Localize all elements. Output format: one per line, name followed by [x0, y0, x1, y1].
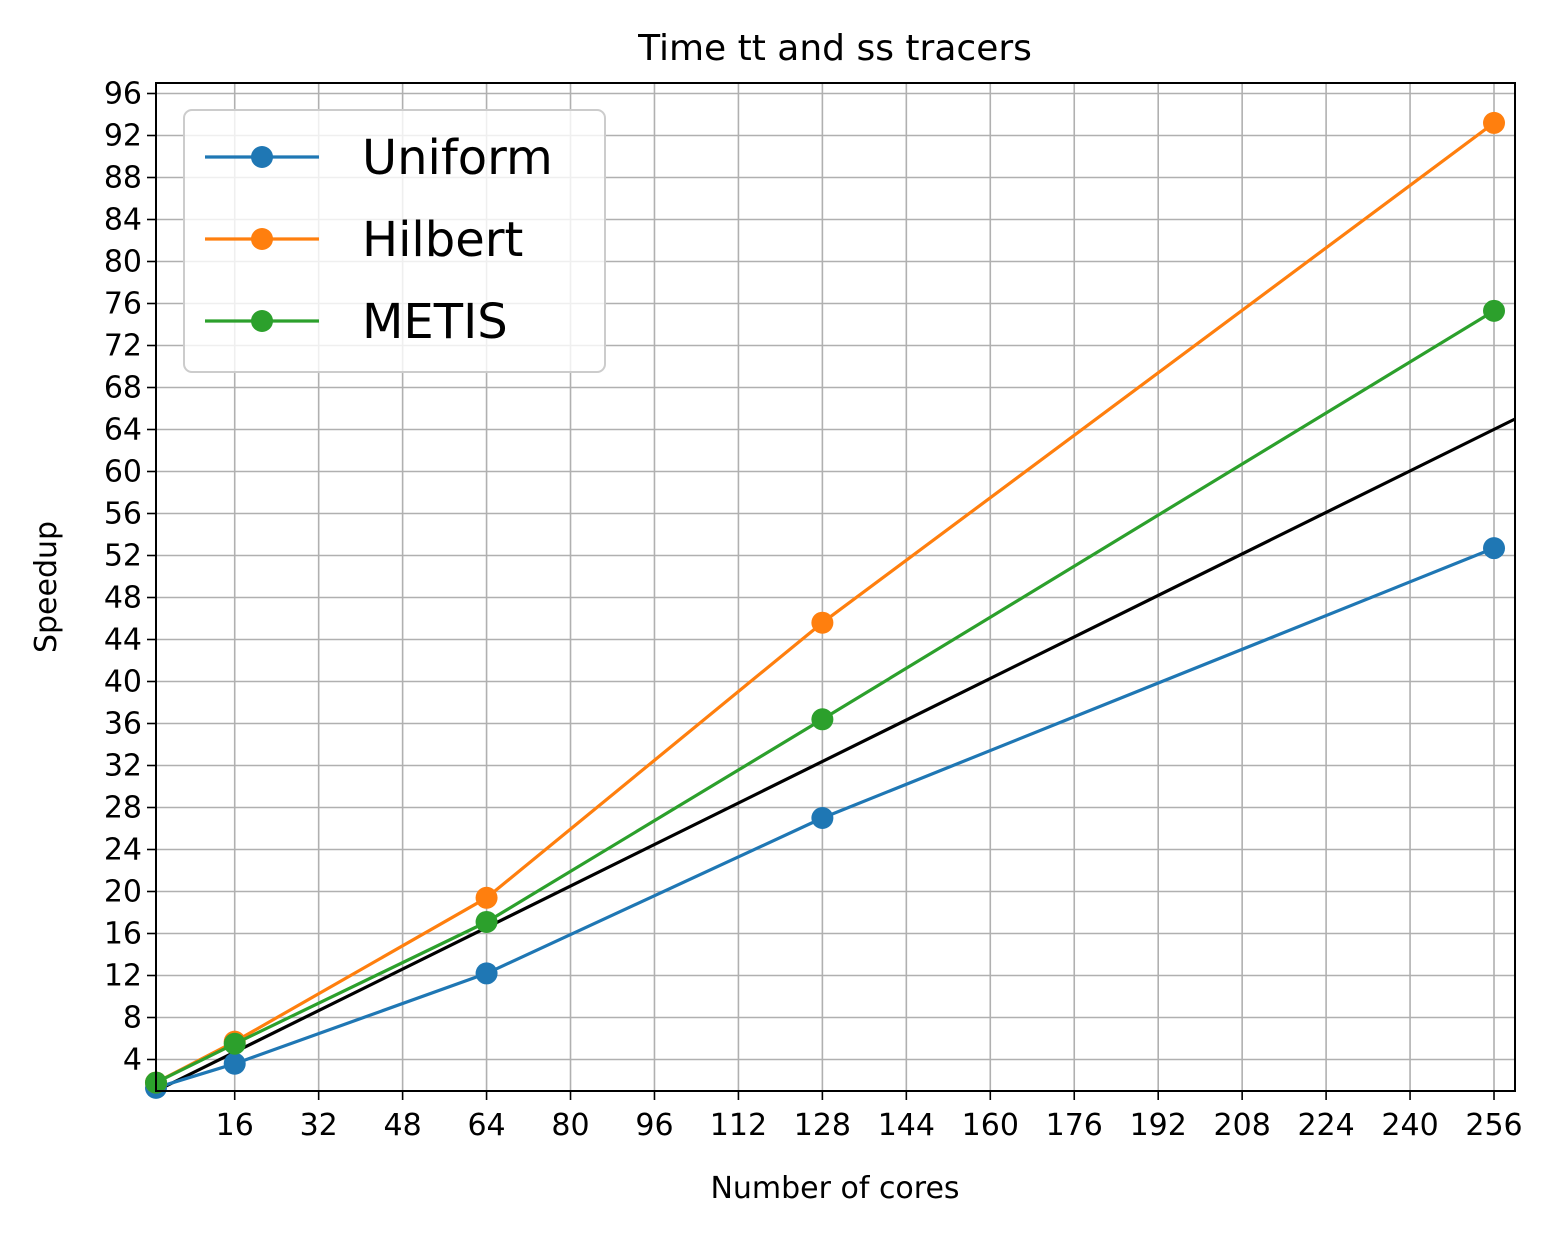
legend-box [183, 109, 606, 373]
series-group [145, 111, 1506, 1099]
legend-item-metis: METIS [205, 294, 508, 350]
y-axis-label: Speedup [29, 521, 64, 653]
plot-frame [155, 82, 1516, 1092]
x-tick-label: 256 [1465, 1108, 1522, 1143]
x-axis-ticks: 16 32 48 64 80 96 112 128 144 160 176 192 208 224 240 2… [216, 1091, 1523, 1143]
y-tick-label: 24 [104, 833, 142, 868]
x-tick-label: 128 [794, 1108, 851, 1143]
y-tick-label: 64 [104, 413, 142, 448]
y-tick-label: 8 [123, 1001, 142, 1036]
y-tick-label: 40 [104, 665, 142, 700]
y-tick-label: 32 [104, 749, 142, 784]
x-tick-label: 16 [216, 1108, 254, 1143]
data-point [475, 886, 498, 909]
data-point [811, 611, 834, 634]
y-tick-label: 12 [104, 959, 142, 994]
legend-item-uniform: Uniform [205, 130, 553, 186]
y-tick-label: 56 [104, 497, 142, 532]
x-axis-label: Number of cores [710, 1171, 959, 1206]
y-tick-label: 20 [104, 875, 142, 910]
legend-label: Hilbert [362, 212, 523, 268]
y-tick-label: 68 [104, 371, 142, 406]
y-tick-label: 36 [104, 707, 142, 742]
data-point [1483, 299, 1506, 322]
y-tick-label: 60 [104, 455, 142, 490]
y-tick-label: 4 [123, 1043, 142, 1078]
y-tick-label: 16 [104, 917, 142, 952]
y-tick-label: 52 [104, 539, 142, 574]
x-tick-label: 144 [878, 1108, 935, 1143]
y-tick-label: 84 [104, 203, 142, 238]
y-axis-ticks: 4812162024283236404448525660646872768084… [104, 77, 156, 1078]
y-tick-label: 76 [104, 287, 142, 322]
legend-label: METIS [362, 294, 508, 350]
data-point [223, 1052, 246, 1075]
legend-marker [251, 310, 273, 332]
y-tick-label: 80 [104, 245, 142, 280]
y-tick-label: 96 [104, 77, 142, 112]
x-tick-label: 64 [467, 1108, 505, 1143]
reference-line [155, 417, 1516, 1093]
y-tick-label: 88 [104, 161, 142, 196]
y-tick-label: 72 [104, 329, 142, 364]
legend: Uniform Hilbert METIS [183, 109, 606, 373]
x-tick-label: 96 [635, 1108, 673, 1143]
legend-item-hilbert: Hilbert [205, 212, 523, 268]
x-tick-label: 224 [1297, 1108, 1354, 1143]
x-tick-label: 32 [300, 1108, 338, 1143]
data-point [1483, 111, 1506, 134]
data-point [223, 1032, 246, 1055]
legend-label: Uniform [362, 130, 553, 186]
legend-marker [251, 228, 273, 250]
x-tick-label: 176 [1046, 1108, 1103, 1143]
data-point [475, 962, 498, 985]
ideal-speedup-line [155, 417, 1516, 1093]
x-tick-label: 112 [710, 1108, 767, 1143]
x-tick-label: 48 [384, 1108, 422, 1143]
x-tick-label: 160 [962, 1108, 1019, 1143]
y-tick-label: 28 [104, 791, 142, 826]
y-tick-label: 48 [104, 581, 142, 616]
legend-marker [251, 146, 273, 168]
data-point [475, 910, 498, 933]
data-point [811, 708, 834, 731]
x-tick-label: 80 [551, 1108, 589, 1143]
x-tick-label: 240 [1381, 1108, 1438, 1143]
x-tick-label: 208 [1214, 1108, 1271, 1143]
y-tick-label: 44 [104, 623, 142, 658]
data-point [1483, 537, 1506, 560]
chart-title: Time tt and ss tracers [637, 28, 1032, 69]
y-tick-label: 92 [104, 119, 142, 154]
data-point [811, 807, 834, 829]
x-tick-label: 192 [1130, 1108, 1187, 1143]
